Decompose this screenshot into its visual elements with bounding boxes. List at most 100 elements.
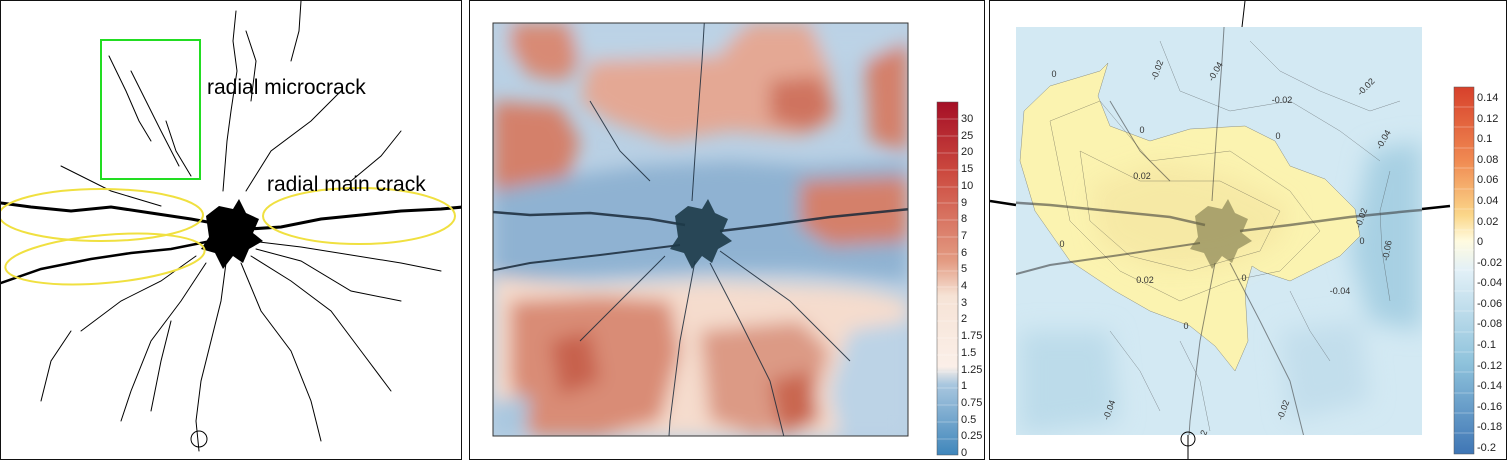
microcrack [165,120,192,177]
colorbar-tick-label: -0.08 [1477,318,1503,331]
microcrack [130,70,180,167]
main-crack-ellipse-left-lower [4,232,206,286]
colorbar-tick-label: 1 [961,380,968,393]
colorbar-tick-label: 0 [1477,236,1484,249]
overlay-crack [493,210,686,227]
colorbar-tick-label: 10 [961,179,974,192]
overlay-crack [691,23,705,202]
borehole-damage-zone [1190,199,1252,269]
contour-label: 0 [1241,273,1246,283]
colorbar-tick-label: 0.5 [961,413,977,426]
crack-pattern-drawing [1,1,461,452]
colorbar-tick-label: 2 [961,313,968,326]
radial-crack [290,1,302,62]
colorbar-tick-label: 8 [961,213,968,226]
colorbar-tick-label: 0.1 [1477,133,1493,146]
colorbar-tick-label: -0.18 [1477,421,1503,434]
colorbar [1453,86,1475,455]
colorbar-tick-label: 0.25 [961,430,983,443]
overlay-crack [719,207,908,233]
contour-label: 0 [1139,125,1144,135]
small-loop-crack [1180,431,1196,447]
colorbar-tick-label: 1.75 [961,330,983,343]
colorbar-tick-label: 0.02 [1477,215,1499,228]
colorbar-tick-label: 1.5 [961,346,977,359]
plot-frame [492,22,909,437]
radial-crack [40,330,72,402]
radial-crack [255,248,402,302]
colorbar-tick-label: 25 [961,129,974,142]
colorbar-tick-label: 0.14 [1477,92,1499,104]
contour-label: 0 [1051,69,1056,79]
main-crack-left-lower [1,239,213,285]
colorbar-tick-label: 0 [961,447,968,459]
contour-label: 0.02 [1133,171,1151,181]
colorbar-tick-label: 20 [961,146,974,159]
crack-pattern-panel: radial microcrack radial main crack [0,0,462,460]
radial-crack [245,30,257,102]
radial-crack [80,255,197,332]
colorbar-tick-label: -0.12 [1477,359,1503,372]
colorbar-tick-label: 1.25 [961,363,983,376]
contour-label: 0.02 [1136,275,1154,285]
overlay-crack [1109,100,1171,182]
main-crack-ellipse-right [262,187,456,245]
colorbar-tick-label: -0.04 [1477,277,1503,290]
overlay-crack [668,260,696,436]
overlay-crack [1188,262,1216,435]
displacement-contour-panel: 0 -0.02 -0.04 -0.02 -0.02 0 0 -0.04 0.02 -0.02 -0.… [989,0,1507,460]
radial-crack [120,262,207,422]
overlay-crack [1016,201,1206,227]
overlay-crack [1229,262,1305,435]
overlay-crack [1211,27,1225,202]
crack-outside-left [990,199,1017,207]
contour-label: -0.04 [1330,286,1351,296]
crack-outside-right [1421,204,1451,211]
contour-label: 0 [1359,236,1364,246]
overlay-crack [493,244,681,272]
main-crack-ellipse-left-upper [1,188,204,242]
colorbar-tick-label: 0.75 [961,396,983,409]
borehole-damage-zone [201,199,263,269]
colorbar-tick-label: 0.06 [1477,174,1499,187]
contour-label: 0 [1059,239,1064,249]
colorbar-tick-label: 9 [961,196,968,209]
radial-crack [245,90,342,192]
colorbar-tick-label: 0.04 [1477,194,1499,207]
colorbar-tick-label: 6 [961,246,968,259]
overlay-crack [589,100,651,182]
colorbar-tick-label: 15 [961,163,974,176]
colorbar-tick-label: 0.08 [1477,153,1499,166]
ratio-contour-panel: 30 25 20 15 10 9 8 7 6 5 4 3 2 1.75 1.5 1.25 1 0.75 0.5 0.2… [469,0,985,460]
contour-label: -0.02 [1193,429,1209,452]
colorbar-tick-label: 30 [961,113,974,125]
radial-crack [350,130,402,182]
colorbar-tick-label: -0.16 [1477,400,1503,413]
colorbar-tick-label: -0.06 [1477,297,1503,310]
colorbar-tick-label: 5 [961,263,968,276]
colorbar-tick-label: 4 [961,280,968,292]
contour-field [493,23,908,436]
overlay-crack [1016,242,1201,276]
main-crack-left [1,201,215,225]
colorbar-tick-label: 7 [961,229,968,242]
colorbar-tick-label: -0.2 [1477,442,1496,454]
small-loop-crack [190,430,208,448]
radial-crack [240,262,322,442]
contour-label: 0 [1275,131,1280,141]
crack-outside-top [1241,1,1246,28]
contour-label: 0 [1183,321,1188,331]
colorbar-tick-label: 3 [961,296,968,309]
colorbar [936,101,959,456]
overlay-crack [719,250,851,362]
overlay-crack [709,262,785,436]
radial-crack [60,165,162,207]
microcrack-highlight-box [100,39,201,180]
microcrack [108,55,152,142]
main-crack-annotation: radial main crack [267,173,426,196]
colorbar-tick-label: 0.12 [1477,112,1499,125]
colorbar-tick-label: -0.02 [1477,256,1503,269]
